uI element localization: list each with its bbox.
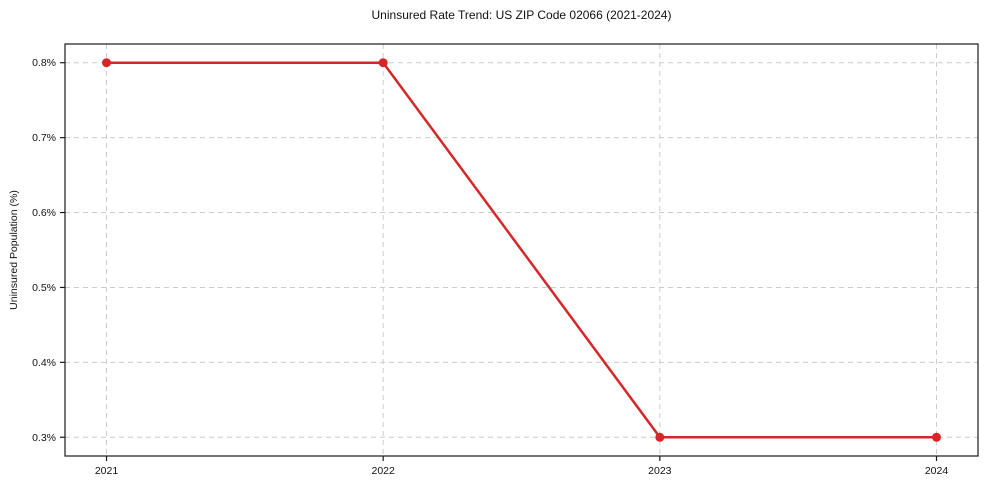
chart-title: Uninsured Rate Trend: US ZIP Code 02066 … xyxy=(371,8,672,22)
y-tick-label: 0.5% xyxy=(32,282,56,294)
x-tick-label: 2021 xyxy=(95,465,119,477)
data-point-marker xyxy=(378,58,388,68)
trend-line xyxy=(105,61,938,439)
y-tick-label: 0.4% xyxy=(32,357,56,369)
plot-frame xyxy=(64,43,979,457)
y-tick-label: 0.6% xyxy=(32,207,56,219)
y-tick-label: 0.8% xyxy=(32,57,56,69)
x-tick-label: 2024 xyxy=(925,465,949,477)
x-tick-label: 2022 xyxy=(371,465,395,477)
x-tick-label: 2023 xyxy=(648,465,672,477)
data-point-marker xyxy=(932,432,941,442)
data-point-marker xyxy=(102,58,111,68)
y-tick-label: 0.3% xyxy=(32,432,56,444)
y-axis-label: Uninsured Population (%) xyxy=(8,190,20,310)
y-tick-label: 0.7% xyxy=(32,132,56,144)
data-point-marker xyxy=(655,432,665,442)
